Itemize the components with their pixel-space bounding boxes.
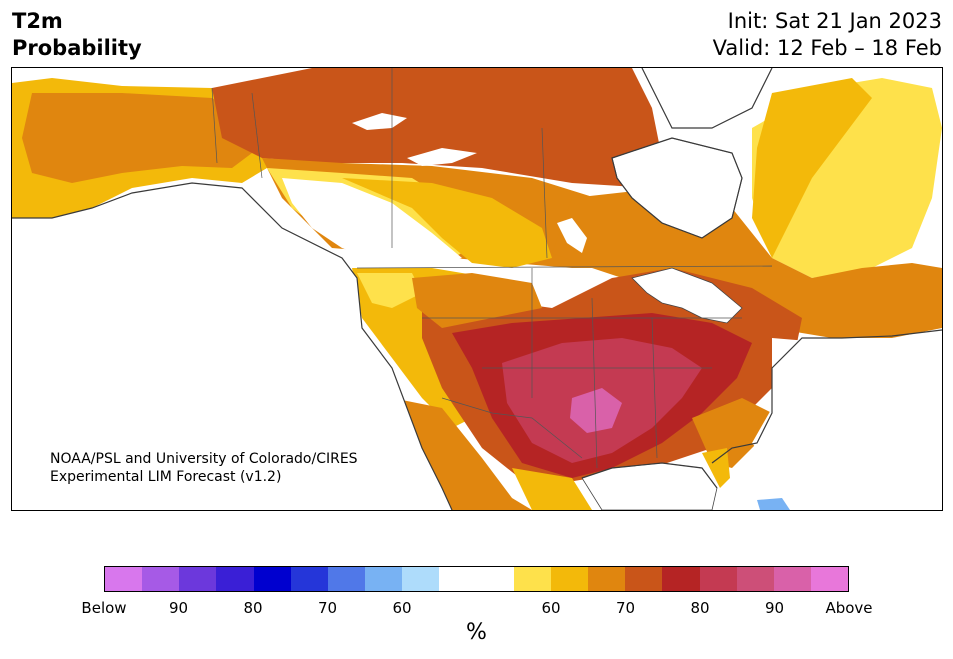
forecast-dates: Init: Sat 21 Jan 2023 Valid: 12 Feb – 18…: [713, 8, 942, 62]
colorbar-tick-label: 80: [690, 599, 710, 617]
colorbar-swatch: [699, 567, 737, 591]
pacific-ocean: [12, 183, 452, 510]
region-above-90: [570, 388, 622, 433]
region-florida: [702, 448, 730, 488]
init-date: Init: Sat 21 Jan 2023: [727, 9, 942, 33]
valid-range: Valid: 12 Feb – 18 Feb: [712, 36, 942, 60]
colorbar-swatch: [253, 567, 291, 591]
credit-line-2: Experimental LIM Forecast (v1.2): [50, 469, 282, 485]
credit-text: NOAA/PSL and University of Colorado/CIRE…: [50, 450, 358, 486]
colorbar-swatch: [736, 567, 774, 591]
great-bear-lake: [407, 148, 477, 166]
region-alaska-orange: [22, 93, 252, 183]
colorbar-swatch: [588, 567, 626, 591]
region-mexico-gold: [512, 468, 592, 510]
variable-label: T2m: [12, 9, 63, 33]
colorbar-tick-label: 70: [317, 599, 338, 617]
map-panel: NOAA/PSL and University of Colorado/CIRE…: [11, 67, 943, 511]
region-canada-north: [212, 68, 662, 188]
colorbar-swatch: [142, 567, 180, 591]
lake-winnipeg: [557, 218, 587, 253]
region-prairie-gold: [342, 178, 552, 268]
quantity-label: Probability: [12, 36, 142, 60]
great-slave-lake: [352, 113, 407, 130]
coastlines: [12, 68, 942, 510]
colorbar-tick-label: 90: [764, 599, 785, 617]
region-us-plains-orange: [412, 273, 542, 328]
colorbar-tick-label: 90: [168, 599, 189, 617]
great-lakes: [631, 267, 743, 324]
colorbar-swatch: [179, 567, 217, 591]
colorbar-swatch: [550, 567, 589, 591]
region-caribbean-cool: [757, 498, 790, 510]
colorbar-swatch: [662, 567, 700, 591]
colorbar-swatch: [625, 567, 663, 591]
colorbar-tick-label: 60: [392, 599, 412, 617]
colorbar-tick-label: 70: [615, 599, 636, 617]
colorbar-tick-label: Below: [81, 599, 127, 617]
colorbar-tick-label: Above: [825, 599, 873, 617]
colorbar-swatch: [476, 567, 514, 591]
probability-map: [12, 68, 942, 510]
colorbar-swatch: [402, 567, 440, 591]
colorbar-swatch: [216, 567, 254, 591]
colorbar: [104, 566, 849, 592]
region-ontario: [552, 188, 942, 338]
region-southeast: [692, 398, 772, 468]
arctic-ocean: [642, 68, 772, 128]
colorbar-swatch: [439, 567, 477, 591]
region-quebec-gold: [752, 78, 872, 258]
political-borders: [211, 68, 773, 469]
credit-line-1: NOAA/PSL and University of Colorado/CIRE…: [50, 451, 358, 467]
colorbar-swatch: [105, 567, 143, 591]
colorbar-tick-label: 60: [541, 599, 561, 617]
colorbar-unit: %: [466, 620, 487, 645]
colorbar-swatch: [513, 567, 551, 591]
colorbar-swatch: [810, 567, 849, 591]
atlantic-ocean: [752, 333, 942, 510]
region-us-west-light: [357, 273, 422, 308]
region-neutral-west: [282, 178, 462, 268]
map-title: T2m Probability: [12, 8, 142, 62]
colorbar-tick-label: 80: [243, 599, 263, 617]
colorbar-swatch: [365, 567, 403, 591]
colorbar-swatch: [773, 567, 811, 591]
colorbar-swatch: [290, 567, 328, 591]
colorbar-swatch: [327, 567, 366, 591]
colorbar-labels: Below 90 80 70 60 60 70 80 90 Above: [81, 599, 872, 619]
